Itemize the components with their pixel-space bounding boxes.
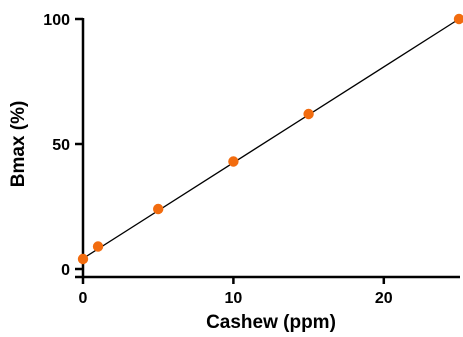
data-point bbox=[77, 253, 89, 265]
data-point bbox=[153, 203, 164, 215]
x-tick-label: 20 bbox=[375, 290, 393, 307]
data-point bbox=[453, 13, 463, 25]
y-tick-label: 100 bbox=[43, 12, 70, 29]
data-point bbox=[303, 108, 314, 120]
x-axis-title: Cashew (ppm) bbox=[206, 312, 336, 333]
fit-line bbox=[82, 18, 460, 260]
y-tick-label: 50 bbox=[52, 137, 70, 154]
y-tick-label: 0 bbox=[61, 262, 70, 279]
x-tick-label: 10 bbox=[225, 290, 243, 307]
axis-ticks: 0 10 20 0 50 100 bbox=[43, 12, 393, 307]
data-point bbox=[228, 156, 239, 167]
data-point bbox=[92, 241, 104, 252]
y-axis-title: Bmax (%) bbox=[8, 101, 29, 188]
x-tick-label: 0 bbox=[79, 290, 88, 307]
data-points bbox=[77, 13, 463, 265]
